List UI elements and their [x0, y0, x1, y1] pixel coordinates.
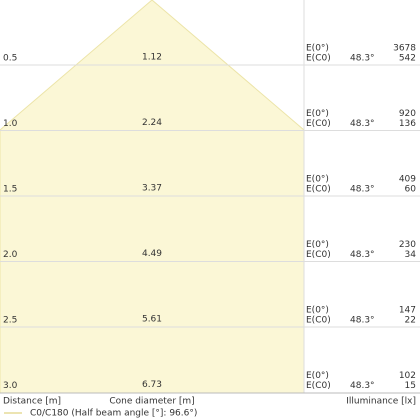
half-angle: 48.3° [350, 381, 375, 391]
ec0-label: E(C0) [306, 381, 331, 391]
e0-value: 920 [399, 109, 416, 119]
ec0-value: 136 [399, 119, 416, 129]
e0-label: E(0°) [306, 175, 329, 185]
illuminance-header: Illuminance [lx] [346, 397, 416, 407]
distance: 2.0 [3, 250, 18, 260]
cone-diameter: 1.12 [142, 53, 162, 63]
ec0-value: 60 [405, 185, 417, 195]
half-angle: 48.3° [350, 250, 375, 260]
e0-value: 3678 [393, 44, 416, 54]
e0-value: 409 [399, 175, 416, 185]
ec0-label: E(C0) [306, 119, 331, 129]
half-angle: 48.3° [350, 316, 375, 326]
e0-label: E(0°) [306, 306, 329, 316]
ec0-value: 15 [405, 381, 416, 391]
distance: 1.5 [3, 185, 17, 195]
half-angle: 48.3° [350, 54, 375, 64]
cone-diameter: 5.61 [142, 315, 162, 325]
distance: 1.0 [3, 119, 18, 129]
cone-diameter: 4.49 [142, 249, 162, 259]
ec0-label: E(C0) [306, 250, 331, 260]
legend-label: C0/C180 (Half beam angle [°]: 96.6°) [30, 409, 197, 419]
cone-diameter: 2.24 [142, 118, 162, 128]
diameter-header: Cone diameter [m] [109, 397, 194, 407]
half-angle: 48.3° [350, 185, 375, 195]
e0-label: E(0°) [306, 371, 329, 381]
ec0-value: 34 [405, 250, 417, 260]
ec0-label: E(C0) [306, 185, 331, 195]
e0-value: 230 [399, 240, 416, 250]
e0-value: 102 [399, 371, 416, 381]
e0-value: 147 [399, 306, 416, 316]
half-angle: 48.3° [350, 119, 375, 129]
ec0-value: 542 [399, 54, 416, 64]
e0-label: E(0°) [306, 109, 329, 119]
ec0-label: E(C0) [306, 54, 331, 64]
distance: 2.5 [3, 316, 17, 326]
distance-header: Distance [m] [3, 397, 61, 407]
ec0-value: 22 [405, 316, 416, 326]
e0-label: E(0°) [306, 240, 329, 250]
ec0-label: E(C0) [306, 316, 331, 326]
cone-diameter: 6.73 [142, 380, 162, 390]
distance: 0.5 [3, 54, 17, 64]
cone-diameter: 3.37 [142, 184, 162, 194]
distance: 3.0 [3, 381, 18, 391]
e0-label: E(0°) [306, 44, 329, 54]
